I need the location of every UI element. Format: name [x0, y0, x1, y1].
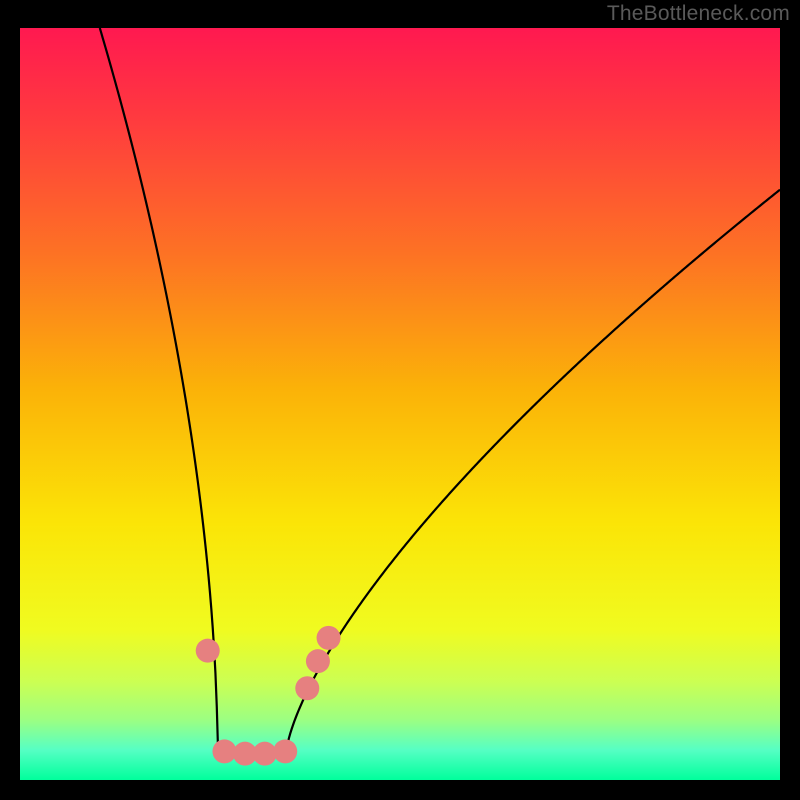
- curve-marker: [253, 742, 277, 766]
- curve-marker: [306, 649, 330, 673]
- curve-marker: [273, 739, 297, 763]
- curve-marker: [317, 626, 341, 650]
- curve-marker: [196, 639, 220, 663]
- gradient-background: [20, 28, 780, 780]
- plot-area: [20, 28, 780, 780]
- curve-marker: [212, 739, 236, 763]
- plot-svg: [20, 28, 780, 780]
- curve-marker: [295, 676, 319, 700]
- watermark-text: TheBottleneck.com: [607, 2, 790, 26]
